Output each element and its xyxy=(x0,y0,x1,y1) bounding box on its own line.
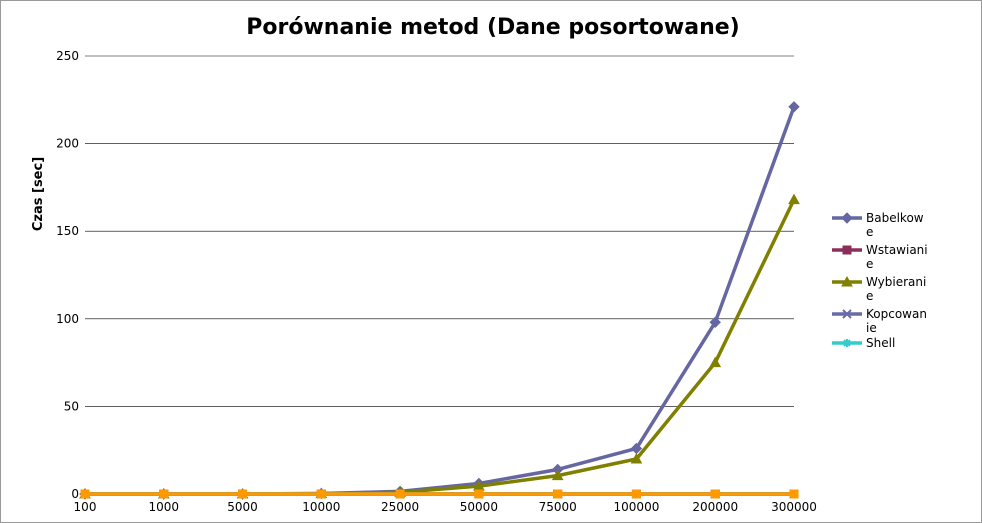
data-point xyxy=(709,356,722,368)
x-tick-label: 200000 xyxy=(692,500,738,514)
legend-label: Shell xyxy=(866,336,896,350)
legend-label: Kopcowanie xyxy=(866,307,927,335)
data-point xyxy=(395,489,405,499)
data-point xyxy=(631,489,641,499)
legend-marker xyxy=(842,309,852,319)
legend-marker xyxy=(841,275,853,287)
data-point xyxy=(80,489,90,499)
legend-marker xyxy=(843,339,851,347)
y-tick-label: 150 xyxy=(56,224,79,238)
data-point xyxy=(316,489,326,499)
y-tick-label: 200 xyxy=(56,137,79,151)
y-tick-label: 0 xyxy=(71,487,79,501)
data-point xyxy=(551,469,564,481)
y-tick-label: 100 xyxy=(56,312,79,326)
y-tick-label: 50 xyxy=(64,399,79,413)
data-point xyxy=(238,489,248,499)
x-tick-label: 75000 xyxy=(539,500,577,514)
x-tick-label: 300000 xyxy=(771,500,817,514)
x-tick-label: 10000 xyxy=(302,500,340,514)
x-tick-label: 50000 xyxy=(460,500,498,514)
data-point xyxy=(159,489,169,499)
data-point xyxy=(553,489,563,499)
data-point xyxy=(788,193,800,205)
data-point xyxy=(474,489,484,499)
data-point xyxy=(788,101,800,113)
x-tick-label: 25000 xyxy=(381,500,419,514)
data-point xyxy=(789,489,799,499)
legend-marker xyxy=(841,212,853,224)
y-tick-label: 250 xyxy=(56,49,79,63)
legend-label: Babelkowe xyxy=(866,211,924,239)
x-tick-label: 100 xyxy=(74,500,97,514)
data-point xyxy=(709,316,721,329)
legend-marker xyxy=(842,245,852,255)
legend-label: Wybieranie xyxy=(866,275,927,303)
y-axis-label: Czas [sec] xyxy=(31,157,46,231)
x-tick-label: 5000 xyxy=(227,500,258,514)
x-tick-label: 1000 xyxy=(149,500,180,514)
data-point xyxy=(710,489,720,499)
x-tick-label: 100000 xyxy=(614,500,660,514)
legend-label: Wstawianie xyxy=(866,243,928,271)
data-point xyxy=(630,452,643,464)
chart-title: Porównanie metod (Dane posortowane) xyxy=(246,15,739,40)
